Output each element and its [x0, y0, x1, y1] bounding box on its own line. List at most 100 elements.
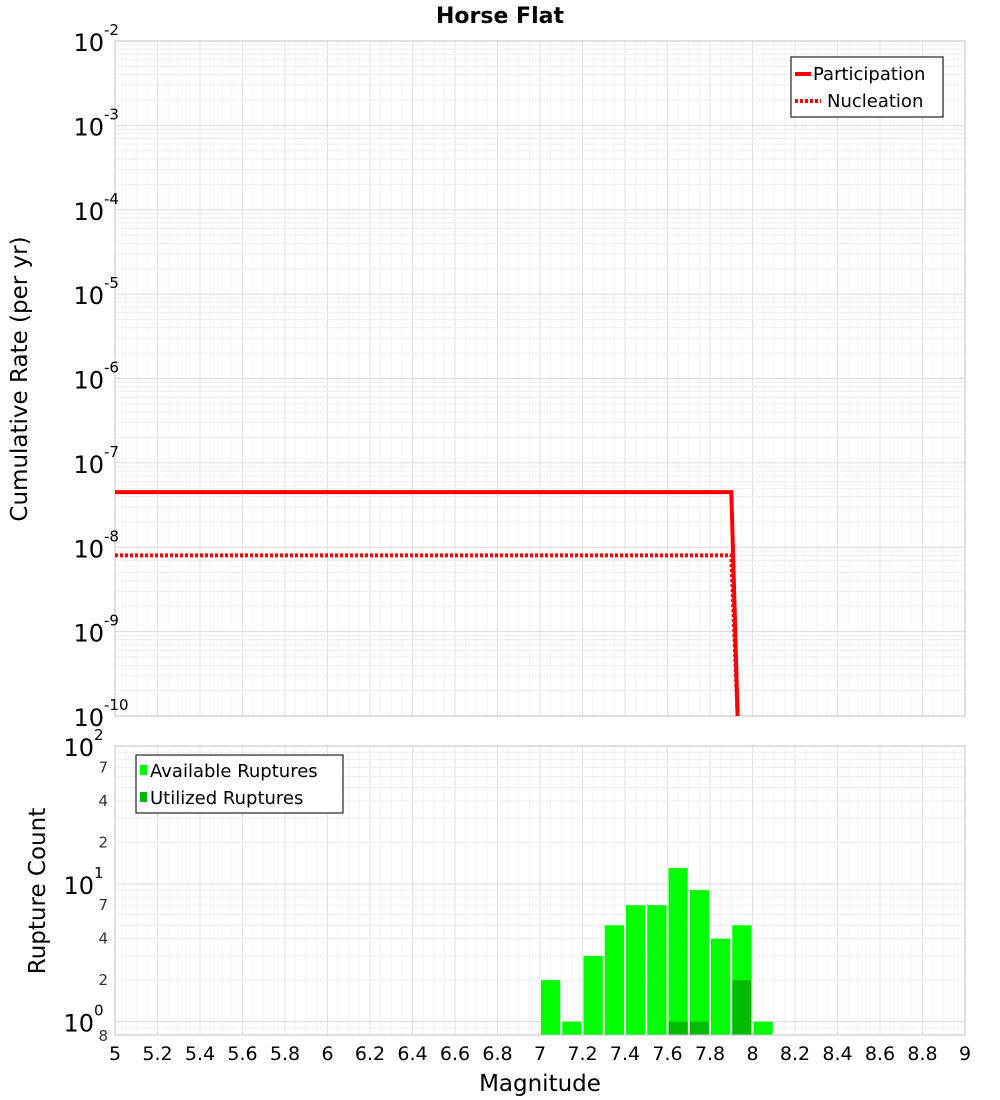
x-tick-label: 8.2 [780, 1043, 810, 1065]
top-y-tick-exp: -10 [104, 696, 129, 714]
x-tick-label: 8.8 [907, 1043, 937, 1065]
top-y-tick-exp: -4 [104, 190, 119, 208]
x-tick-label: 6.6 [440, 1043, 470, 1065]
utilized-bar [732, 980, 752, 1035]
top-y-tick-label: 10 -7 [73, 443, 119, 479]
bottom-y-minor-label: 4 [98, 792, 108, 810]
nucleation-line [115, 553, 740, 717]
x-tick-labels: 5 5.2 5.4 5.6 5.8 6 6.2 6.4 6.6 6.8 7 7.2 7.4 7.6 7.8 8… [109, 1043, 971, 1065]
x-tick-label: 6 [321, 1043, 333, 1065]
x-tick-label: 8 [746, 1043, 758, 1065]
top-y-tick-label: 10 -4 [73, 190, 119, 226]
available-legend-swatch [140, 765, 147, 775]
x-tick-label: 5.6 [227, 1043, 257, 1065]
available-legend-label: Available Ruptures [150, 761, 318, 782]
bottom-y-minor-label: 8 [98, 1027, 108, 1045]
top-grid [114, 41, 966, 717]
available-bar [562, 1021, 582, 1035]
top-series [115, 490, 740, 717]
bottom-legend: Available Ruptures Utilized Ruptures [135, 754, 344, 814]
x-tick-label: 6.2 [355, 1043, 385, 1065]
x-tick-label: 7 [534, 1043, 546, 1065]
bottom-plot-frame [114, 745, 966, 1036]
top-y-tick-base: 10 [73, 535, 104, 563]
bottom-y-tick-base: 10 [63, 872, 94, 900]
x-tick-label: 7.6 [652, 1043, 682, 1065]
top-y-tick-base: 10 [73, 198, 104, 226]
bottom-y-tick-exp: 2 [94, 726, 104, 744]
bottom-y-minor-label: 7 [98, 896, 108, 914]
bottom-bars [541, 868, 773, 1035]
top-y-tick-base: 10 [73, 113, 104, 141]
top-y-tick-label: 10 -2 [73, 21, 119, 57]
bottom-y-tick-base: 10 [63, 734, 94, 762]
available-bar [647, 905, 667, 1035]
top-y-tick-label: 10 -10 [73, 696, 128, 732]
bottom-y-minor-label: 2 [98, 833, 108, 851]
available-bar [711, 938, 731, 1035]
utilized-legend-label: Utilized Ruptures [150, 788, 303, 809]
bottom-y-tick-exp: 0 [94, 1002, 104, 1020]
nucleation-legend-label: Nucleation [827, 91, 923, 112]
available-bar [689, 890, 709, 1035]
top-y-tick-base: 10 [73, 704, 104, 732]
x-tick-label: 6.8 [482, 1043, 512, 1065]
bottom-y-minor-label: 7 [98, 758, 108, 776]
top-y-tick-base: 10 [73, 29, 104, 57]
available-bar [541, 980, 561, 1035]
bottom-y-tick-base: 10 [63, 1010, 94, 1038]
top-y-tick-base: 10 [73, 451, 104, 479]
bottom-y-tick-label: 10 1 [63, 864, 103, 900]
top-plot-frame [114, 40, 966, 717]
top-y-tick-exp: -6 [104, 359, 119, 377]
top-y-tick-label: 10 -6 [73, 359, 119, 395]
participation-line [115, 490, 740, 717]
x-tick-label: 7.8 [695, 1043, 725, 1065]
top-y-tick-label: 10 -9 [73, 612, 119, 648]
bottom-y-tick-exp: 1 [94, 864, 104, 882]
x-axis-label: Magnitude [479, 1071, 601, 1097]
x-tick-label: 5.2 [142, 1043, 172, 1065]
bottom-y-minor-label: 2 [98, 971, 108, 989]
top-y-tick-label: 10 -8 [73, 527, 119, 563]
x-tick-label: 5.8 [270, 1043, 300, 1065]
top-y-tick-base: 10 [73, 282, 104, 310]
bottom-y-tick-label: 10 0 [63, 1002, 103, 1038]
bottom-y-minor-label: 4 [98, 930, 108, 948]
top-y-tick-exp: -9 [104, 612, 119, 630]
x-tick-label: 6.4 [397, 1043, 427, 1065]
available-bar [668, 868, 688, 1035]
x-tick-label: 9 [959, 1043, 971, 1065]
bottom-y-tick-label: 10 2 [63, 726, 103, 762]
available-bar [583, 955, 603, 1035]
top-y-axis-label: Cumulative Rate (per yr) [7, 236, 33, 521]
participation-legend-label: Participation [813, 64, 925, 85]
top-y-tick-exp: -7 [104, 443, 119, 461]
available-bar [626, 905, 646, 1035]
available-bar [753, 1021, 773, 1035]
top-y-tick-base: 10 [73, 367, 104, 395]
utilized-bar [668, 1021, 688, 1035]
top-y-tick-base: 10 [73, 620, 104, 648]
bottom-legend-box [135, 754, 344, 814]
x-tick-label: 8.6 [865, 1043, 895, 1065]
utilized-legend-swatch [140, 792, 147, 802]
chart-title: Horse Flat [436, 4, 564, 29]
top-y-tick-label: 10 -5 [73, 274, 119, 310]
x-tick-label: 7.2 [567, 1043, 597, 1065]
top-legend-box [790, 56, 944, 118]
top-y-tick-label: 10 -3 [73, 105, 119, 141]
x-tick-label: 8.4 [822, 1043, 852, 1065]
bottom-y-axis-label: Rupture Count [25, 808, 51, 974]
x-tick-label: 5.4 [185, 1043, 215, 1065]
available-bar [604, 925, 624, 1035]
top-y-tick-exp: -2 [104, 21, 119, 39]
top-y-tick-exp: -3 [104, 105, 119, 123]
top-y-tick-exp: -8 [104, 527, 119, 545]
x-tick-label: 7.4 [610, 1043, 640, 1065]
top-legend: Participation Nucleation [790, 56, 944, 118]
x-tick-label: 5 [109, 1043, 121, 1065]
